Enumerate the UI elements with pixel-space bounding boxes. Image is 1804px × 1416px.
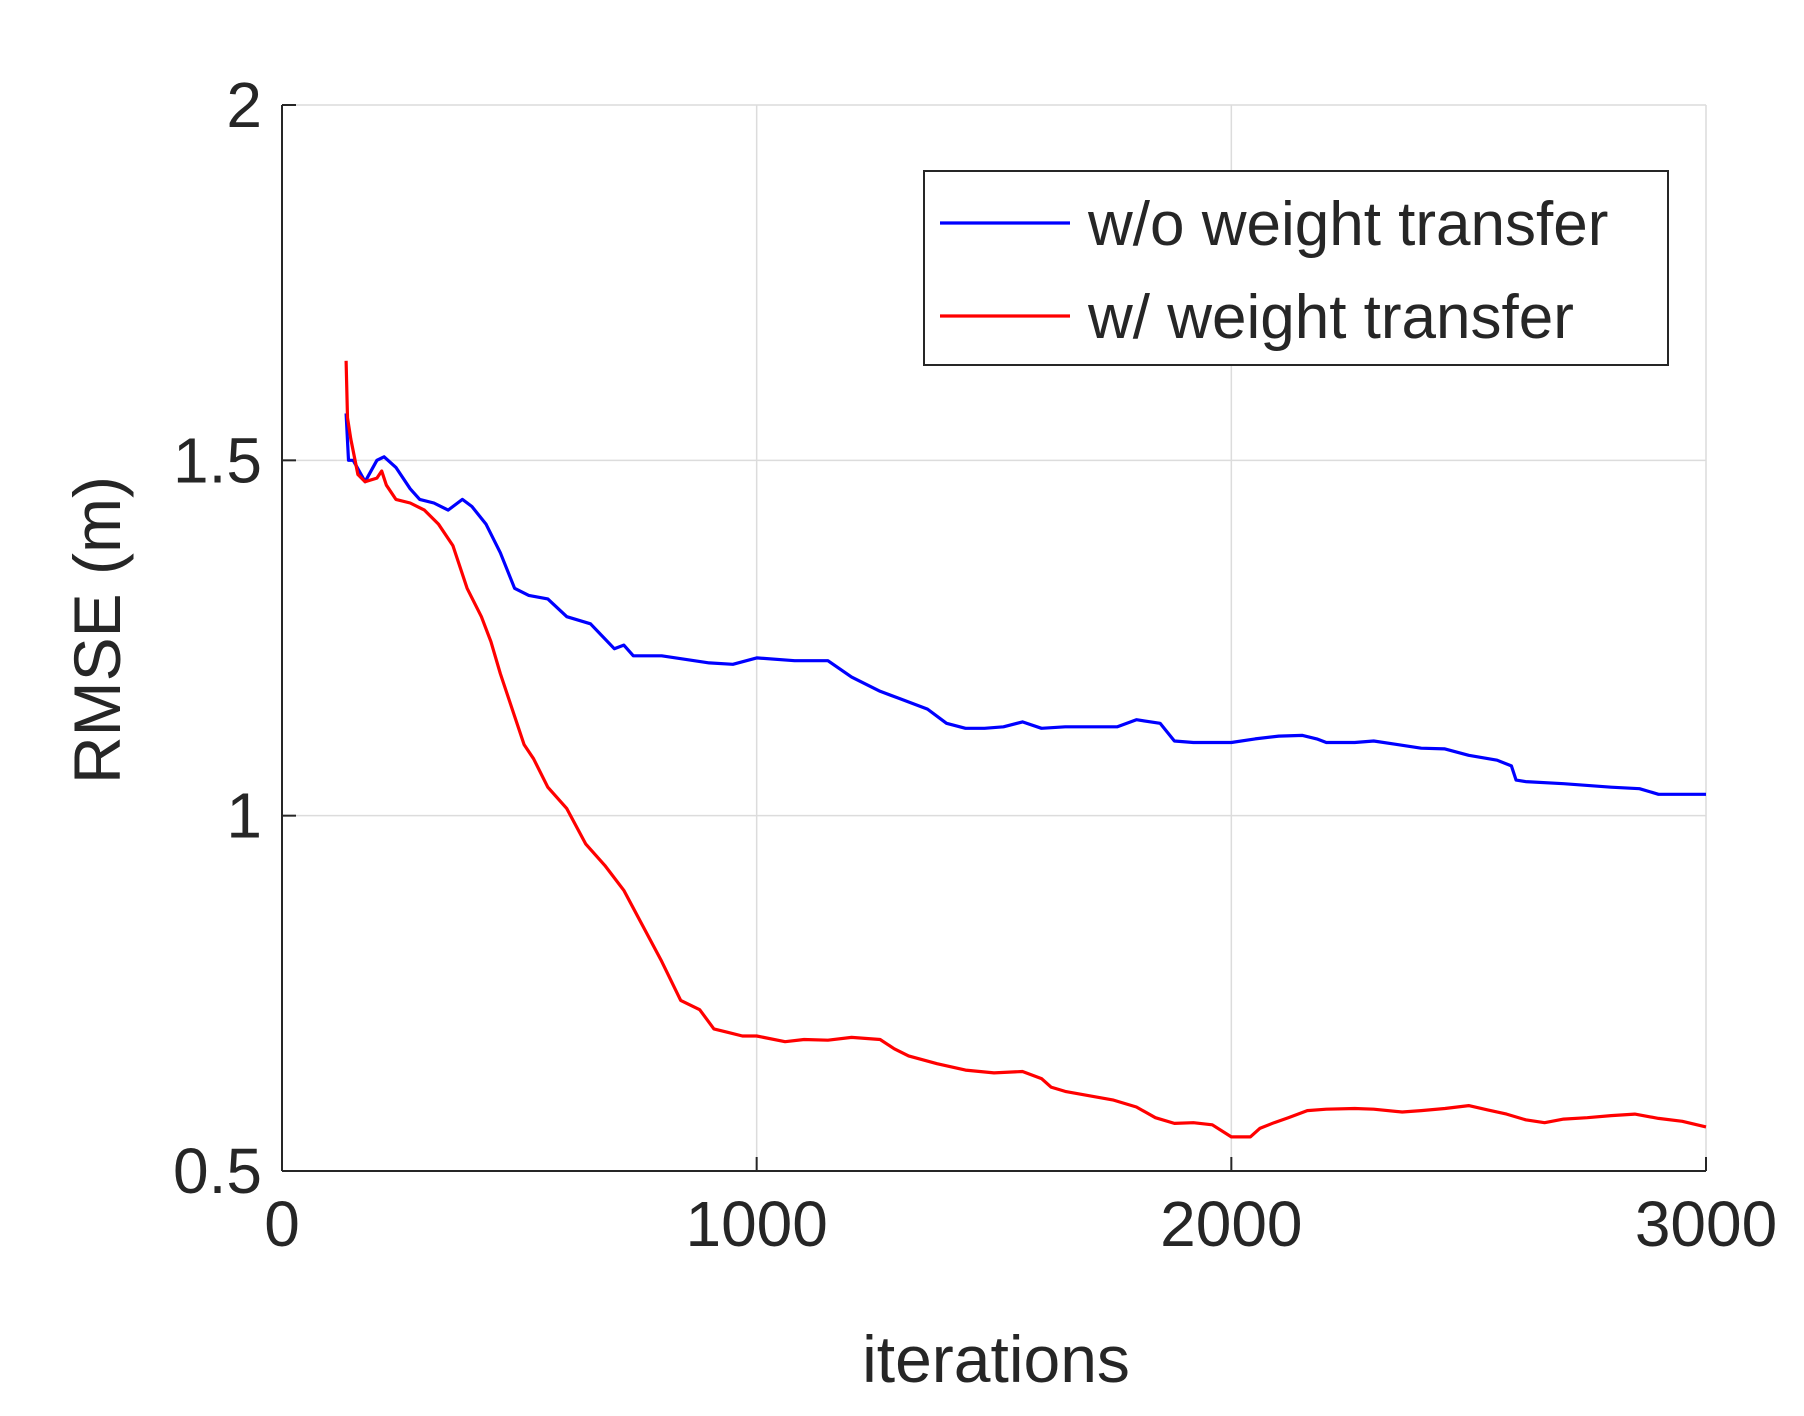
x-tick-label: 1000 bbox=[685, 1188, 827, 1260]
y-axis-ticks: 0.5 1 1.5 2 bbox=[173, 69, 296, 1207]
x-axis-ticks: 0 1000 2000 3000 bbox=[264, 1157, 1777, 1260]
x-tick-label: 3000 bbox=[1635, 1188, 1777, 1260]
y-tick-label: 1.5 bbox=[173, 424, 262, 496]
y-tick-label: 1 bbox=[226, 780, 262, 852]
legend-box bbox=[923, 170, 1669, 366]
legend: w/o weight transfer w/ weight transfer bbox=[923, 170, 1669, 366]
y-axis-label: RMSE (m) bbox=[60, 476, 134, 784]
series-lines bbox=[344, 360, 1707, 1139]
legend-label-1: w/o weight transfer bbox=[1087, 190, 1608, 259]
x-axis-label: iterations bbox=[862, 1322, 1130, 1396]
axes bbox=[281, 105, 1706, 1172]
x-tick-label: 0 bbox=[264, 1188, 300, 1260]
series-line-2 bbox=[344, 360, 1707, 1139]
legend-label-2: w/ weight transfer bbox=[1087, 283, 1574, 352]
series-line-1 bbox=[344, 413, 1706, 796]
y-tick-label: 0.5 bbox=[173, 1135, 262, 1207]
y-tick-label: 2 bbox=[226, 69, 262, 141]
x-tick-label: 2000 bbox=[1160, 1188, 1302, 1260]
